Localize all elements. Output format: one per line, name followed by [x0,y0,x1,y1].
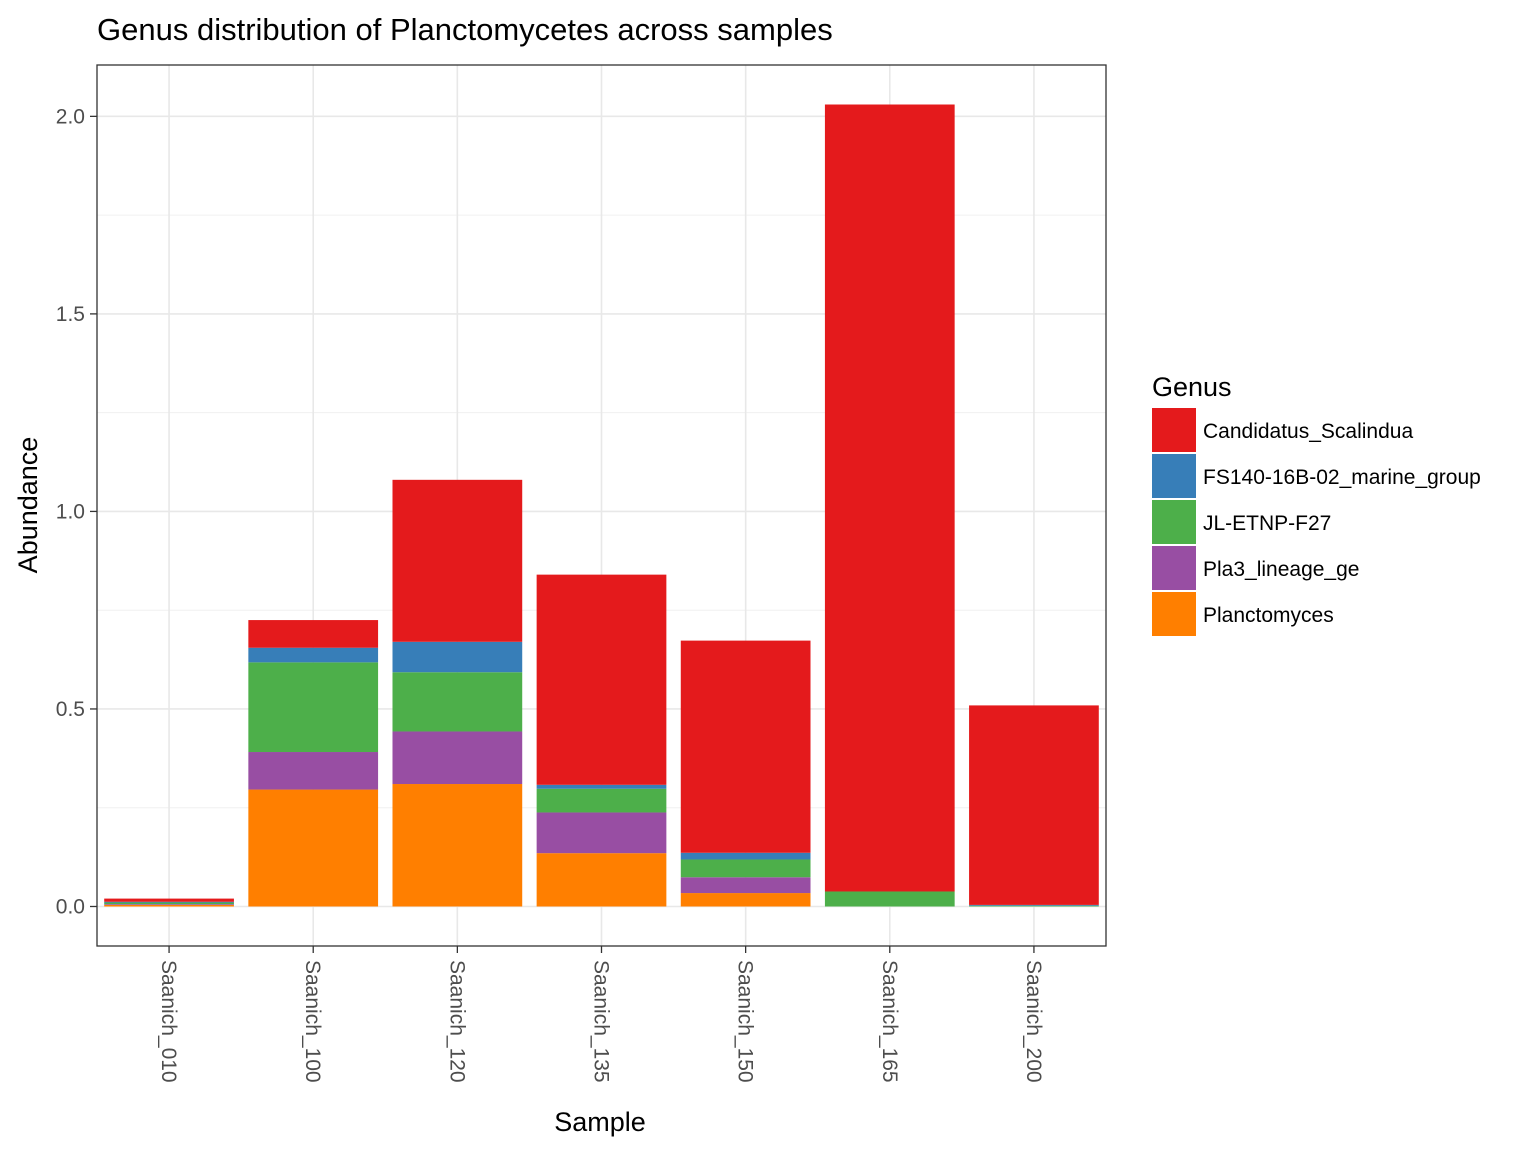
x-tick-label: Saanich_135 [590,960,613,1083]
bar-segment [969,905,1099,907]
bar-segment [969,904,1099,906]
bar-segment [536,853,667,907]
bar-segment [392,479,523,642]
bar-segment [392,641,523,673]
bar-segment [680,893,811,907]
bar-segment [680,640,811,853]
bar-segment [248,752,379,790]
bar-segment [248,647,379,663]
bar-segment [392,731,523,785]
y-tick-label: 1.5 [56,303,85,326]
bar-segment [680,877,811,894]
x-tick-label: Saanich_150 [734,960,757,1083]
legend-key [1152,454,1196,498]
x-tick-label: Saanich_120 [445,960,468,1083]
chart-title: Genus distribution of Planctomycetes acr… [97,12,833,47]
x-axis: Saanich_010 Saanich_100 Saanich_120 Saanich… [157,946,1045,1083]
x-tick-label: Saanich_100 [301,960,324,1083]
legend-key [1152,592,1196,636]
legend: Genus Candidatus_Scalindua FS140-16B-02_m… [1152,372,1481,636]
y-axis: 0.0 0.5 1.0 1.5 2.0 [56,105,97,918]
bar-segment [104,898,234,902]
legend-key [1152,546,1196,590]
legend-label: Pla3_lineage_ge [1203,558,1359,581]
y-axis-title: Abundance [13,437,43,574]
bar-segment [680,859,811,878]
bar-segment [969,705,1099,905]
bar-segment [104,902,234,905]
x-axis-title: Sample [554,1107,646,1137]
legend-label: FS140-16B-02_marine_group [1203,466,1481,489]
bar-segment [392,784,523,907]
bar-segment [824,104,955,892]
bar-segment [248,662,379,753]
bar-segment [536,788,667,813]
bar-segment [536,574,667,785]
x-tick-label: Saanich_165 [878,960,901,1083]
x-tick-label: Saanich_200 [1022,960,1045,1083]
x-tick-label: Saanich_010 [157,960,180,1083]
bars [104,104,1099,907]
legend-key [1152,408,1196,452]
bar-segment [680,852,811,860]
bar-segment [248,620,379,648]
legend-key [1152,500,1196,544]
bar-segment [536,784,667,789]
bar-segment [536,812,667,854]
bar-segment [392,672,523,732]
bar-segment [824,891,955,907]
bar-segment [104,904,234,905]
legend-label: Planctomyces [1203,604,1334,627]
y-tick-label: 1.0 [56,500,85,523]
y-tick-label: 0.5 [56,698,85,721]
legend-title: Genus [1152,372,1232,402]
y-tick-label: 2.0 [56,105,85,128]
bar-segment [248,789,379,907]
bar-segment [104,901,234,903]
y-tick-label: 0.0 [56,895,85,918]
legend-label: JL-ETNP-F27 [1203,512,1331,535]
legend-label: Candidatus_Scalindua [1203,420,1413,443]
bar-segment [104,904,234,907]
